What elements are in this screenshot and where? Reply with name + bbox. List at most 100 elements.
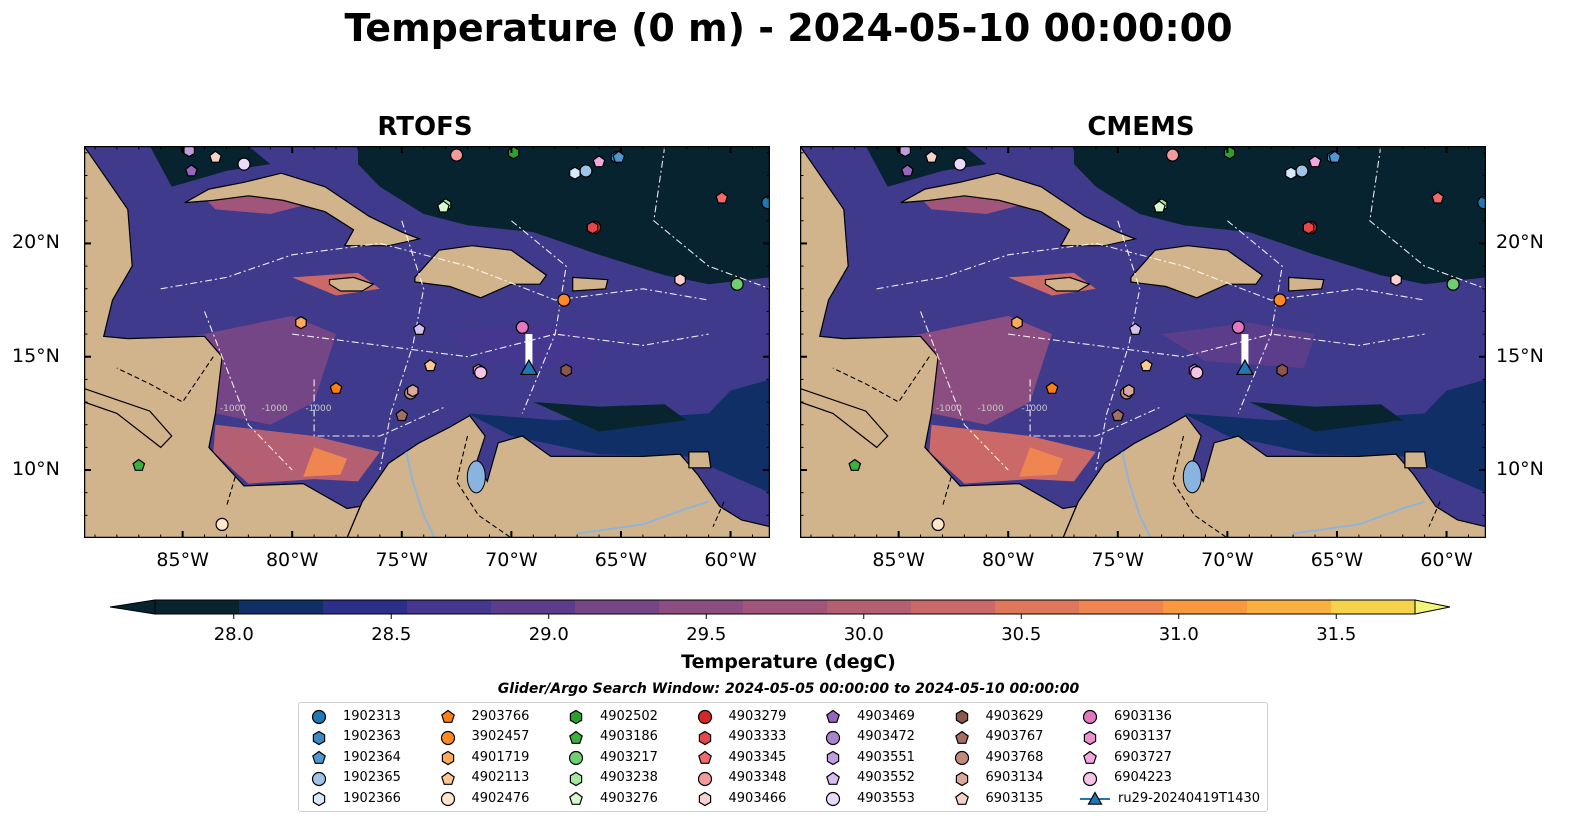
marker-2903766: [329, 381, 343, 394]
legend-marker-circle-icon: [954, 751, 969, 766]
land-central-america: [800, 146, 1078, 538]
legend-item: 4902476: [438, 788, 529, 808]
legend-marker: [1082, 771, 1098, 786]
isobath-label: -1000: [220, 404, 246, 414]
lat-tick-label-left: 20°N: [12, 231, 60, 254]
isobath-label: -1000: [305, 404, 331, 414]
legend-marker: [826, 709, 840, 723]
legend-marker: [1083, 750, 1097, 765]
legend-marker: [697, 750, 712, 765]
colorbar-tick-label: 29.0: [528, 624, 569, 645]
legend-item: 2903766: [438, 706, 530, 726]
legend-marker-pentagon-icon: [697, 750, 712, 765]
legend-item: 1902363: [309, 727, 401, 747]
colorbar-segment: [743, 600, 828, 614]
legend-label: 4901719: [471, 749, 530, 765]
marker-4903217: [1446, 277, 1460, 291]
marker-4903551: [183, 146, 196, 158]
lake-maracaibo: [1182, 460, 1202, 494]
land-puerto-rico: [572, 276, 609, 292]
colorbar-segment: [659, 600, 744, 614]
legend-marker: [311, 709, 327, 725]
marker-4903276: [1152, 200, 1166, 213]
marker-1902313: [761, 196, 770, 210]
legend-marker: [440, 771, 455, 785]
lon-tick-label: 65°W: [1310, 549, 1364, 571]
legend-marker: [697, 771, 712, 786]
legend-marker: [312, 750, 326, 765]
isobath-label: -1000: [978, 404, 1004, 414]
legend-label: 4903551: [857, 749, 915, 765]
legend-marker: [826, 771, 840, 785]
lon-tick-label: 85°W: [156, 549, 209, 571]
legend-label: 4903217: [600, 749, 658, 765]
legend-item: ru29-20240419T1430: [1080, 788, 1260, 808]
legend: 1902313 1902363 1902364 1902365 1902366 29037…: [298, 702, 1268, 812]
land-jamaica: [328, 276, 375, 292]
legend-marker: [569, 709, 583, 725]
marker-4903348: [1165, 148, 1180, 162]
marker-4903186: [132, 458, 146, 471]
colorbar-segment: [1163, 600, 1248, 614]
land-south-america: [1062, 414, 1486, 538]
legend-item: 4903552: [823, 768, 915, 788]
legend-label: 6904223: [1114, 770, 1172, 786]
land-cuba: [900, 172, 1138, 247]
legend-label: 2903766: [471, 708, 530, 724]
legend-marker: [312, 730, 326, 745]
legend-label: 4903469: [857, 708, 915, 724]
legend-marker-pentagon-icon: [954, 730, 969, 744]
legend-label: 4902502: [600, 708, 658, 724]
legend-label: 3902457: [471, 729, 530, 745]
eez-boundary: [379, 220, 425, 471]
colorbar-segment: [155, 600, 240, 614]
colorbar-segment: [407, 600, 492, 614]
glider-ru29-20240419T1430: [1235, 358, 1254, 376]
legend-label: 4903333: [728, 729, 787, 745]
legend-label: 4903629: [985, 708, 1044, 724]
eez-boundary: [919, 311, 1009, 471]
marker-4902502: [1223, 146, 1236, 160]
marker-4903333: [1302, 220, 1315, 235]
legend-marker: [441, 750, 454, 766]
land-hispaniola: [414, 245, 548, 299]
legend-label: 6903136: [1114, 708, 1172, 724]
isobath-label: -1000: [936, 404, 962, 414]
legend-item: 4903217: [566, 747, 658, 767]
legend-label: 6903727: [1114, 749, 1172, 765]
marker-1902365: [579, 164, 593, 178]
marker-6903727: [1308, 155, 1322, 168]
marker-3902457: [557, 293, 571, 307]
marker-4903466: [674, 273, 686, 287]
colorbar-tick-label: 30.5: [1001, 624, 1042, 645]
eez-boundary: [160, 242, 709, 301]
marker-4903629: [1276, 363, 1288, 377]
colorbar-tick-label: 28.0: [213, 624, 254, 645]
marker-4903767: [1111, 408, 1125, 422]
marker-4902502: [507, 146, 520, 160]
marker-6903136: [515, 320, 529, 334]
marker-4903217: [730, 277, 744, 291]
colorbar-extend-max: [1414, 599, 1451, 615]
colorbar-label: Temperature (degC): [681, 651, 896, 673]
country-border: [225, 476, 236, 507]
legend-marker-pentagon-icon: [826, 771, 840, 785]
figure-title: Temperature (0 m) - 2024-05-10 00:00:00: [344, 6, 1233, 50]
legend-marker-pentagon-icon: [440, 709, 455, 723]
land-south-america: [346, 414, 770, 538]
colorbar-segment: [575, 600, 660, 614]
marker-4903629: [560, 363, 572, 377]
panel-title-rtofs: RTOFS: [377, 112, 473, 142]
country-border: [1428, 501, 1441, 527]
map-frame: [84, 146, 770, 538]
legend-marker: [826, 750, 840, 766]
legend-marker-pentagon-icon: [312, 750, 326, 765]
legend-marker: [569, 792, 583, 806]
marker-6903727: [592, 155, 606, 168]
river: [1121, 451, 1152, 538]
legend-label: 4903279: [728, 708, 787, 724]
legend-marker-pentagon-icon: [569, 730, 583, 744]
lon-tick-label: 60°W: [1420, 549, 1473, 571]
legend-item: 6903135: [952, 788, 1043, 808]
colorbar-tick-label: 29.5: [686, 624, 727, 645]
